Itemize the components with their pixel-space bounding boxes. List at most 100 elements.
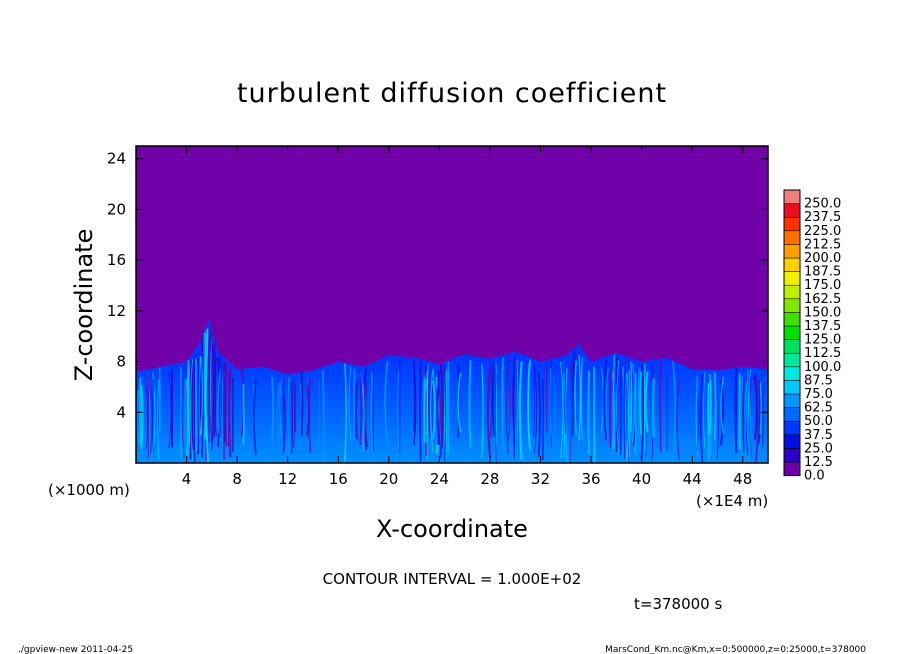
turbulent-streak xyxy=(549,368,552,436)
turbulent-streak xyxy=(355,382,359,440)
turbulent-streak xyxy=(560,361,564,458)
turbulent-streak xyxy=(370,372,374,455)
turbulent-streak xyxy=(445,368,448,452)
turbulent-streak xyxy=(300,372,304,437)
turbulent-streak xyxy=(534,366,538,454)
turbulent-streak xyxy=(444,367,447,462)
turbulent-streak xyxy=(615,356,619,453)
turbulent-streak xyxy=(742,378,745,453)
turbulent-streak xyxy=(436,370,441,445)
chart-title: turbulent diffusion coefficient xyxy=(237,78,667,109)
turbulent-streak xyxy=(639,371,643,435)
colorbar-swatch xyxy=(783,271,801,286)
turbulent-streak xyxy=(564,368,567,435)
turbulent-streak xyxy=(644,371,649,433)
turbulent-streak xyxy=(204,328,210,463)
colorbar: 0.012.525.037.550.062.575.087.5100.0112.… xyxy=(783,189,841,484)
colorbar-swatch xyxy=(783,216,801,232)
turbulent-streak xyxy=(224,363,228,447)
colorbar-label: 112.5 xyxy=(804,346,841,361)
turbulent-streak xyxy=(217,357,221,448)
colorbar-swatch xyxy=(783,352,801,368)
colorbar-swatch xyxy=(783,257,801,272)
turbulent-streak xyxy=(512,355,516,446)
turbulent-layer xyxy=(136,317,768,463)
turbulent-streak xyxy=(201,335,205,458)
plot-area xyxy=(135,145,769,464)
turbulent-streak xyxy=(282,377,285,452)
turbulent-streak xyxy=(612,354,616,451)
turbulent-streak xyxy=(423,378,428,443)
y-tick-label: 16 xyxy=(107,251,126,269)
x-tick-label: 40 xyxy=(632,470,651,488)
colorbar-swatch xyxy=(783,230,801,245)
turbulent-streak xyxy=(703,371,706,451)
turbulent-streak xyxy=(527,361,531,449)
colorbar-swatch xyxy=(783,393,801,408)
y-axis-ticks: 4 8 12 16 20 24 xyxy=(107,150,768,421)
turbulent-streak xyxy=(190,359,194,461)
y-tick-label: 4 xyxy=(116,403,126,421)
y-tick-label: 8 xyxy=(116,353,126,371)
turbulent-streak xyxy=(518,361,523,461)
turbulent-streak xyxy=(308,377,312,453)
colorbar-label: 250.0 xyxy=(804,197,841,212)
turbulent-streak xyxy=(603,359,608,441)
colorbar-label: 175.0 xyxy=(804,278,841,293)
y-axis-unit: (×1000 m) xyxy=(48,481,130,499)
colorbar-label: 187.5 xyxy=(804,265,841,280)
turbulent-streak xyxy=(605,367,609,446)
colorbar-label: 162.5 xyxy=(804,292,841,307)
turbulent-streak xyxy=(500,357,505,448)
colorbar-label: 37.5 xyxy=(804,428,833,443)
colorbar-swatch xyxy=(783,312,801,327)
x-tick-label: 20 xyxy=(379,470,398,488)
turbulent-streak xyxy=(359,378,363,445)
turbulent-streak xyxy=(157,379,160,460)
turbulent-streak xyxy=(290,381,294,454)
colorbar-label: 0.0 xyxy=(804,469,825,484)
turbulent-streak xyxy=(489,364,493,438)
colorbar-swatch xyxy=(783,366,801,381)
turbulent-streak xyxy=(140,384,144,449)
turbulent-streak xyxy=(202,333,205,460)
turbulent-streak xyxy=(427,366,431,439)
y-tick-label: 24 xyxy=(107,150,126,168)
turbulent-streak xyxy=(431,380,437,440)
colorbar-swatch xyxy=(783,461,801,476)
turbulent-streak xyxy=(439,363,444,458)
turbulent-streak xyxy=(616,360,620,454)
x-tick-label: 4 xyxy=(182,470,192,488)
turbulent-streak xyxy=(695,375,698,456)
turbulent-streak xyxy=(708,373,712,434)
turbulent-streak xyxy=(321,370,325,463)
turbulent-streak xyxy=(495,361,498,445)
x-tick-label: 36 xyxy=(581,470,600,488)
colorbar-label: 87.5 xyxy=(804,373,833,388)
turbulent-streak xyxy=(432,368,435,433)
x-tick-label: 32 xyxy=(531,470,550,488)
colorbar-swatch xyxy=(783,448,801,463)
colorbar-swatch xyxy=(783,189,801,204)
turbulent-streak xyxy=(468,360,472,448)
turbulent-streak xyxy=(365,380,368,448)
colorbar-label: 150.0 xyxy=(804,305,841,320)
colorbar-label: 212.5 xyxy=(804,237,841,252)
time-annotation: t=378000 s xyxy=(634,595,722,613)
turbulent-streak xyxy=(755,376,759,463)
turbulent-streak xyxy=(441,364,445,449)
colorbar-frame xyxy=(783,189,801,477)
turbulent-streak xyxy=(676,378,680,461)
colorbar-label: 50.0 xyxy=(804,414,833,429)
colorbar-label: 225.0 xyxy=(804,224,841,239)
colorbar-swatch xyxy=(783,244,801,259)
turbulent-streak xyxy=(699,374,704,463)
turbulent-streak xyxy=(457,372,462,433)
y-tick-label: 20 xyxy=(107,200,126,218)
turbulent-streak xyxy=(252,379,257,455)
turbulent-streak xyxy=(637,367,641,451)
turbulent-streak xyxy=(397,370,400,451)
colorbar-swatch xyxy=(783,203,801,218)
turbulent-streak xyxy=(198,357,201,456)
turbulent-streak xyxy=(279,377,282,438)
